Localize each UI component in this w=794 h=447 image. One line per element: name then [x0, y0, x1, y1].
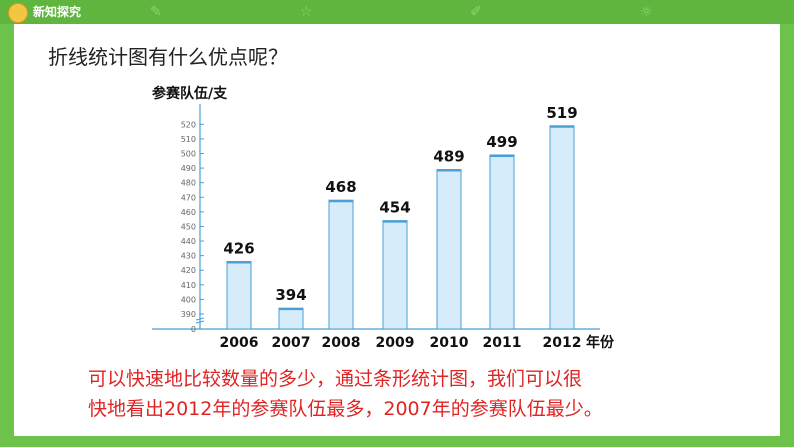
bar-2011 — [489, 154, 515, 330]
bar-2010 — [436, 169, 462, 330]
category-label-2011: 2011 — [483, 335, 522, 351]
value-label-2009: 454 — [379, 199, 410, 217]
bar-2012 — [549, 125, 575, 330]
value-label-2006: 426 — [223, 239, 254, 257]
y-tick-label-500: 500 — [181, 150, 196, 159]
y-tick-label-420: 420 — [181, 266, 196, 275]
category-label-2007: 2007 — [272, 335, 311, 351]
category-label-2009: 2009 — [376, 335, 415, 351]
y-axis-title: 参赛队伍/支 — [152, 85, 228, 102]
bar-2009 — [382, 220, 408, 330]
star-doodle-icon: ☆ — [300, 4, 313, 20]
sun-doodle-icon: ☼ — [640, 4, 653, 20]
category-label-2010: 2010 — [430, 335, 469, 351]
y-tick-label-520: 520 — [181, 120, 196, 129]
value-label-2012: 519 — [546, 104, 577, 122]
category-label-2006: 2006 — [220, 335, 259, 351]
y-tick-label-390: 390 — [181, 310, 196, 319]
pencil-doodle-icon: ✎ — [150, 4, 162, 20]
y-tick-label-510: 510 — [181, 135, 196, 144]
mascot-icon — [8, 3, 28, 23]
ruler-doodle-icon: ✐ — [470, 4, 482, 20]
bar-2007 — [278, 307, 304, 330]
bar-2008 — [328, 199, 354, 330]
axis-break-mark — [195, 317, 205, 324]
y-tick-label-450: 450 — [181, 222, 196, 231]
y-tick-label-460: 460 — [181, 208, 196, 217]
y-tick-label-480: 480 — [181, 179, 196, 188]
y-tick-label-430: 430 — [181, 252, 196, 261]
y-tick-label-470: 470 — [181, 193, 196, 202]
section-title: 新知探究 — [33, 5, 82, 19]
question-heading: 折线统计图有什么优点呢？ — [48, 45, 288, 69]
x-axis-title: 年份 — [586, 334, 615, 351]
explanation-line-2: 快地看出2012年的参赛队伍最多，2007年的参赛队伍最少。 — [88, 398, 603, 420]
category-label-2008: 2008 — [322, 335, 361, 351]
header-bar: 新知探究 ✎ ☆ ✐ ☼ — [0, 0, 794, 24]
y-tick-label-400: 400 — [181, 295, 196, 304]
y-tick-label-440: 440 — [181, 237, 196, 246]
y-tick-label-410: 410 — [181, 281, 196, 290]
value-label-2010: 489 — [433, 148, 464, 166]
bar-2006 — [226, 260, 252, 330]
y-tick-label-490: 490 — [181, 164, 196, 173]
explanation-line-1: 可以快速地比较数量的多少，通过条形统计图，我们可以很 — [88, 368, 583, 390]
y-tick-label-0: 0 — [191, 325, 196, 334]
value-label-2008: 468 — [325, 178, 356, 196]
value-label-2011: 499 — [486, 133, 517, 151]
value-label-2007: 394 — [275, 286, 306, 304]
category-label-2012: 2012 — [543, 335, 582, 351]
